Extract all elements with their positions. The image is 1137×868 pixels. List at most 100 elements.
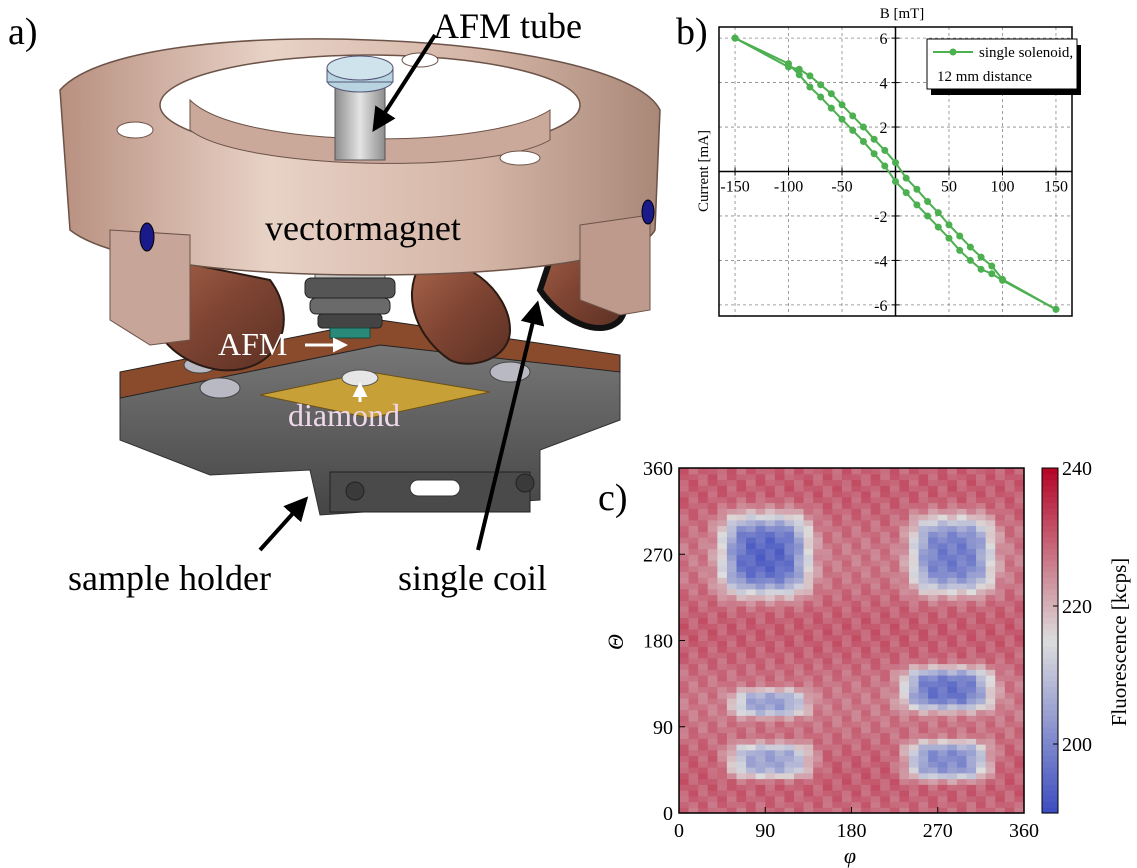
chart-c-heatmap-cell <box>985 669 996 676</box>
chart-c-heatmap-cell <box>985 657 996 665</box>
chart-c-heatmap-cell <box>803 548 814 555</box>
chart-c-heatmap-cell <box>774 537 786 544</box>
chart-c-heatmap-cell <box>976 721 987 728</box>
chart-c-heatmap-cell <box>851 686 862 693</box>
chart-c-heatmap-cell <box>995 807 1006 814</box>
chart-c-heatmap-cell <box>937 749 948 757</box>
chart-c-heatmap-cell <box>995 508 1006 515</box>
chart-c-heatmap-cell <box>956 692 968 699</box>
chart-c-heatmap-cell <box>736 508 747 515</box>
chart-c-heatmap-cell <box>889 468 901 475</box>
chart-c-heatmap-cell <box>698 617 709 624</box>
chart-c-heatmap-cell <box>1014 502 1025 509</box>
chart-c-heatmap-cell <box>679 565 690 573</box>
chart-c-heatmap-cell <box>688 485 699 492</box>
chart-b-data-point <box>902 189 910 197</box>
chart-c-heatmap-cell <box>899 623 910 630</box>
chart-c-heatmap-cell <box>813 726 824 734</box>
chart-c-heatmap-cell <box>937 594 948 601</box>
chart-c-heatmap-cell <box>774 542 786 550</box>
chart-c-heatmap-cell <box>726 784 738 791</box>
chart-c-heatmap-cell <box>841 496 853 504</box>
chart-c-heatmap-cell <box>937 755 948 762</box>
chart-c-heatmap-cell <box>899 588 910 596</box>
chart-c-heatmap-cell <box>679 795 690 803</box>
chart-c-heatmap-cell <box>736 784 747 791</box>
chart-c-heatmap-cell <box>755 778 766 785</box>
chart-c-heatmap-cell <box>995 721 1006 728</box>
chart-c-heatmap-cell <box>765 502 776 509</box>
chart-c-heatmap-cell <box>813 784 824 791</box>
chart-c-heatmap-cell <box>956 640 968 647</box>
chart-c-heatmap-cell <box>698 795 709 803</box>
chart-c-heatmap-cell <box>985 778 996 785</box>
chart-c-heatmap-cell <box>717 755 728 762</box>
chart-c-colorbar-segment <box>1042 560 1058 567</box>
chart-c-heatmap-cell <box>832 560 843 567</box>
chart-c-heatmap-cell <box>765 801 776 808</box>
chart-c-heatmap-cell <box>784 790 795 797</box>
chart-c-heatmap-cell <box>707 571 718 578</box>
chart-c-heatmap-cell <box>717 525 728 532</box>
chart-c-heatmap-cell <box>899 502 910 509</box>
chart-c-heatmap-cell <box>707 611 718 619</box>
chart-c-heatmap-cell <box>688 738 699 745</box>
chart-c-heatmap-cell <box>794 496 805 504</box>
chart-c-heatmap-cell <box>1014 479 1025 486</box>
chart-c-heatmap-cell <box>717 738 728 745</box>
chart-c-heatmap-cell <box>1004 675 1016 682</box>
chart-c-heatmap-cell <box>937 698 948 705</box>
chart-c-heatmap-cell <box>832 548 843 555</box>
chart-c-heatmap-cell <box>832 583 843 590</box>
chart-c-heatmap-cell <box>899 634 910 642</box>
chart-c-heatmap-cell <box>774 548 786 555</box>
chart-c-heatmap-cell <box>774 588 786 596</box>
chart-c-heatmap-cell <box>1014 577 1025 584</box>
chart-c-heatmap-cell <box>688 531 699 538</box>
chart-c-heatmap-cell <box>870 640 881 647</box>
chart-c-heatmap-cell <box>822 721 833 728</box>
chart-c-heatmap-cell <box>813 778 824 785</box>
chart-c-heatmap-cell <box>736 652 747 659</box>
chart-c-heatmap-cell <box>1004 652 1016 659</box>
chart-c-heatmap-cell <box>813 548 824 555</box>
chart-c-heatmap-cell <box>832 744 843 751</box>
chart-c-heatmap-cell <box>937 491 948 498</box>
chart-c-heatmap-cell <box>985 508 996 515</box>
chart-c-heatmap-cell <box>822 508 833 515</box>
chart-c-heatmap-cell <box>755 686 766 693</box>
chart-c-heatmap-cell <box>851 772 862 780</box>
chart-c-heatmap-cell <box>841 721 853 728</box>
chart-c-heatmap-cell <box>1014 542 1025 550</box>
chart-c-heatmap-cell <box>803 588 814 596</box>
chart-c-heatmap-cell <box>726 732 738 739</box>
chart-c-heatmap-cell <box>794 588 805 596</box>
chart-c-heatmap-cell <box>822 663 833 670</box>
chart-c-heatmap-cell <box>966 778 977 785</box>
chart-c-heatmap-cell <box>947 749 958 757</box>
chart-c-heatmap-cell <box>746 767 757 774</box>
chart-c-heatmap-cell <box>707 640 718 647</box>
chart-c-heatmap-cell <box>851 732 862 739</box>
chart-c-heatmap-cell <box>995 560 1006 567</box>
chart-c-heatmap-cell <box>880 634 891 642</box>
chart-c-heatmap-cell <box>679 479 690 486</box>
chart-c-heatmap-cell <box>966 657 977 665</box>
chart-c-heatmap-cell <box>746 537 757 544</box>
chart-c-heatmap-cell <box>947 715 958 722</box>
chart-c-heatmap-cell <box>822 755 833 762</box>
chart-c-heatmap-cell <box>985 606 996 613</box>
chart-c-heatmap-cell <box>813 571 824 578</box>
chart-c-heatmap-cell <box>707 606 718 613</box>
chart-c-colorbar-segment <box>1042 807 1058 814</box>
chart-c-heatmap-cell <box>928 795 939 803</box>
chart-c-heatmap-cell <box>736 675 747 682</box>
chart-c-heatmap-cell <box>1014 807 1025 814</box>
chart-c-heatmap-cell <box>851 606 862 613</box>
chart-c-heatmap-cell <box>976 715 987 722</box>
chart-c-colorbar-segment <box>1042 548 1058 555</box>
chart-c-heatmap-cell <box>726 491 738 498</box>
chart-c-heatmap-cell <box>870 496 881 504</box>
chart-c-heatmap-cell <box>841 473 853 481</box>
chart-c-heatmap-cell <box>803 675 814 682</box>
